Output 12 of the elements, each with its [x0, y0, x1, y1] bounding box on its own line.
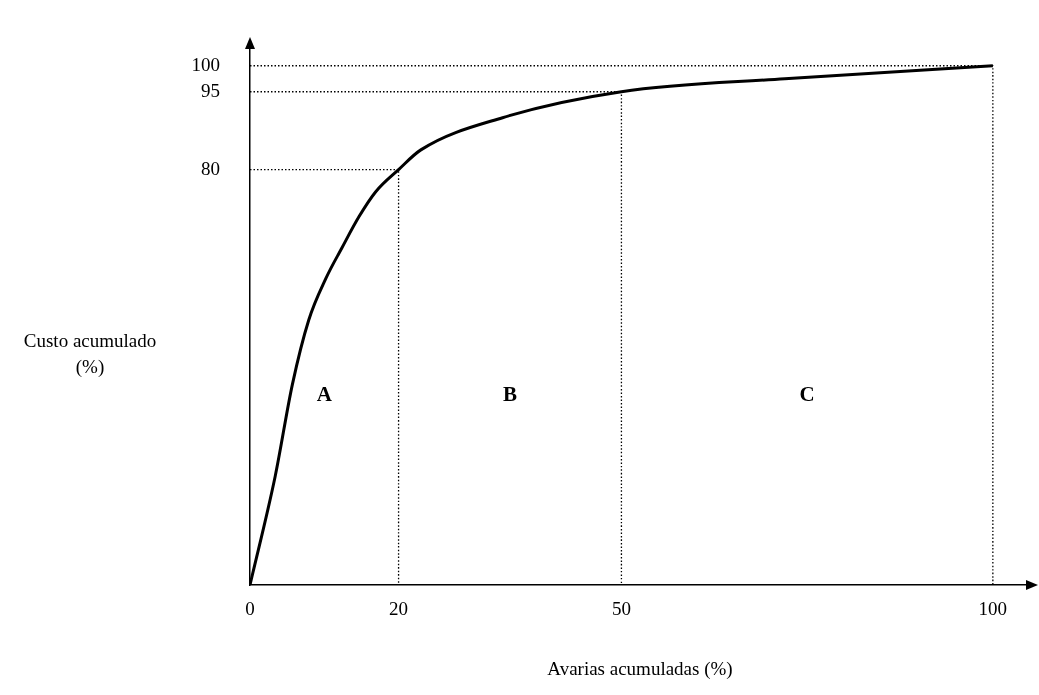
x-tick-label: 50: [611, 598, 631, 620]
x-axis-title: Avarias acumuladas (%): [547, 657, 733, 680]
y-axis-title: Custo acumulado (%): [23, 329, 157, 378]
y-tick-label: 80: [201, 157, 220, 179]
x-tick-label: 0: [245, 598, 255, 620]
y-tick-label: 100: [191, 53, 220, 75]
annotation: C: [799, 382, 815, 407]
annotation: A: [316, 382, 333, 407]
x-tick-label: 100: [978, 598, 1008, 620]
x-tick-label: 20: [389, 598, 409, 620]
y-tick-label: 95: [201, 79, 220, 101]
annotation: B: [502, 382, 518, 407]
